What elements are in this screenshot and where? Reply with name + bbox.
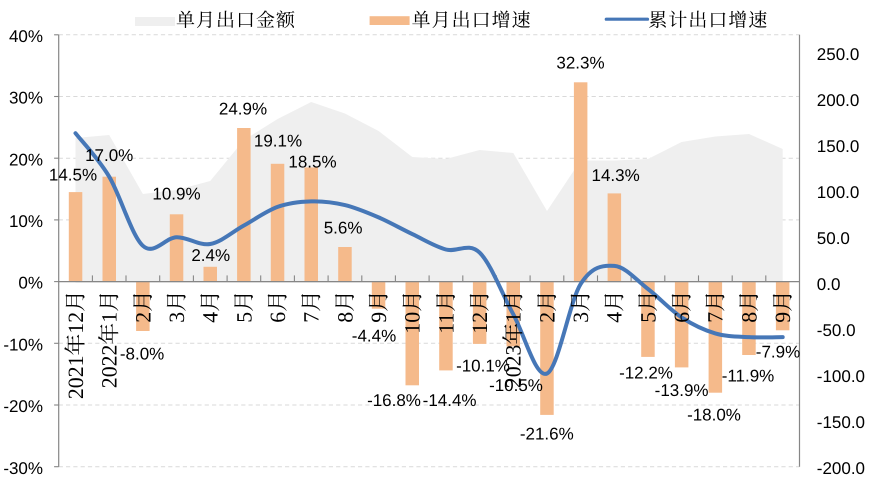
svg-text:-10.5%: -10.5% [489,376,543,395]
svg-text:-100.0: -100.0 [817,367,865,386]
svg-text:20%: 20% [9,150,43,169]
svg-text:-30%: -30% [3,459,43,478]
svg-text:0%: 0% [18,274,43,293]
svg-text:10%: 10% [9,212,43,231]
svg-text:2023: 2023 [502,345,526,389]
svg-text:-200.0: -200.0 [817,459,865,478]
svg-text:-10%: -10% [3,335,43,354]
svg-text:-18.0%: -18.0% [687,406,741,425]
svg-text:5: 5 [636,312,660,323]
svg-text:7: 7 [300,312,324,323]
svg-text:3: 3 [165,312,189,323]
svg-text:1: 1 [98,312,122,323]
svg-text:11: 11 [434,313,458,334]
svg-text:30%: 30% [9,89,43,108]
svg-text:5: 5 [232,312,256,323]
svg-text:-7.9%: -7.9% [756,342,800,361]
svg-text:18.5%: 18.5% [288,153,336,172]
svg-text:50.0: 50.0 [817,229,850,248]
svg-text:-10.1%: -10.1% [456,356,510,375]
svg-text:7: 7 [704,312,728,323]
svg-text:19.1%: 19.1% [254,132,302,151]
svg-text:0.0: 0.0 [817,275,841,294]
svg-text:10.9%: 10.9% [152,185,200,204]
svg-text:-11.9%: -11.9% [722,367,775,386]
svg-text:-16.8%: -16.8% [367,391,421,410]
svg-text:24.9%: 24.9% [219,100,267,119]
svg-text:2021: 2021 [64,356,88,400]
svg-text:-20%: -20% [3,397,43,416]
svg-text:32.3%: 32.3% [556,54,604,73]
svg-text:2: 2 [535,312,559,323]
svg-text:-8.0%: -8.0% [120,345,164,364]
svg-text:-21.6%: -21.6% [520,424,574,443]
svg-text:2022: 2022 [98,345,122,389]
svg-text:9: 9 [367,312,391,323]
svg-text:-50.0: -50.0 [817,321,856,340]
svg-text:200.0: 200.0 [817,91,860,110]
svg-text:8: 8 [333,312,357,323]
svg-text:14.3%: 14.3% [591,166,639,185]
svg-text:2.4%: 2.4% [191,246,230,265]
svg-text:100.0: 100.0 [817,183,860,202]
svg-text:4: 4 [603,312,627,323]
svg-text:-150.0: -150.0 [817,413,865,432]
svg-text:5.6%: 5.6% [324,219,363,238]
svg-text:-14.4%: -14.4% [423,391,477,410]
svg-text:4: 4 [199,312,223,323]
svg-text:12: 12 [468,312,492,334]
svg-text:250.0: 250.0 [817,45,860,64]
svg-text:-13.9%: -13.9% [655,381,709,400]
svg-text:9: 9 [771,312,795,323]
svg-text:6: 6 [670,312,694,323]
svg-text:150.0: 150.0 [817,137,860,156]
svg-text:40%: 40% [9,27,43,46]
svg-text:14.5%: 14.5% [49,166,97,185]
svg-text:8: 8 [737,312,761,323]
svg-text:17.0%: 17.0% [85,146,133,165]
svg-text:6: 6 [266,312,290,323]
svg-text:-4.4%: -4.4% [352,326,396,345]
svg-text:1: 1 [502,312,526,323]
svg-text:2: 2 [131,312,155,323]
svg-text:12: 12 [64,312,88,334]
svg-text:10: 10 [401,312,425,334]
svg-text:-12.2%: -12.2% [619,363,673,382]
svg-text:3: 3 [569,312,593,323]
